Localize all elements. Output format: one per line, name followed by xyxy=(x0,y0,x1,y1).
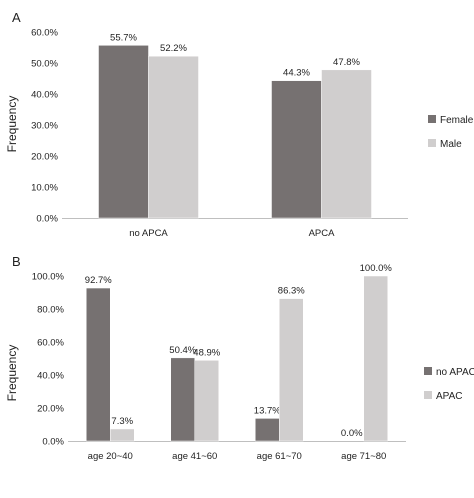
y-tick-label-b: 0.0% xyxy=(42,437,64,448)
bar-b xyxy=(110,428,135,442)
y-tick-label-b: 100.0% xyxy=(32,272,65,283)
legend-label-b: no APAC xyxy=(436,367,474,378)
bar-a xyxy=(98,45,149,219)
y-tick-label-a: 40.0% xyxy=(31,90,58,101)
y-tick-label-a: 20.0% xyxy=(31,152,58,163)
bar-b xyxy=(170,357,195,442)
data-label-b: 86.3% xyxy=(278,286,305,297)
bar-a xyxy=(148,55,199,219)
y-tick-label-b: 40.0% xyxy=(37,371,64,382)
panel-label-b: B xyxy=(12,254,21,269)
legend-label-a: Female xyxy=(440,115,474,126)
data-label-b: 48.9% xyxy=(193,347,220,358)
legend-swatch-b xyxy=(424,367,432,375)
data-label-a: 52.2% xyxy=(160,43,187,54)
legend-swatch-a xyxy=(428,139,436,147)
data-label-b: 50.4% xyxy=(169,345,196,356)
y-tick-label-b: 60.0% xyxy=(37,338,64,349)
chart-panel-a: A Frequency 0.0% 10.0% 20.0% 30.0% 40.0% 50.0… xyxy=(5,10,474,239)
y-tick-label-b: 20.0% xyxy=(37,404,64,415)
y-tick-label-a: 0.0% xyxy=(36,214,58,225)
x-tick-label-a: no APCA xyxy=(129,228,168,239)
data-label-a: 47.8% xyxy=(333,57,360,68)
data-label-a: 44.3% xyxy=(283,68,310,79)
y-tick-label-a: 30.0% xyxy=(31,121,58,132)
panel-label-a: A xyxy=(12,10,21,25)
data-label-b: 92.7% xyxy=(85,275,112,286)
x-tick-label-b: age 20~40 xyxy=(88,451,133,462)
chart-panel-b: B Frequency 0.0% 20.0% 40.0% 60.0% 80.0% 100.… xyxy=(5,254,474,462)
x-tick-label-a: APCA xyxy=(309,228,336,239)
bar-b xyxy=(194,360,219,442)
bar-b xyxy=(363,275,388,442)
bar-b xyxy=(86,287,111,442)
bar-a xyxy=(321,69,372,219)
legend-swatch-a xyxy=(428,115,436,123)
data-label-b: 100.0% xyxy=(360,263,393,274)
data-label-a: 55.7% xyxy=(110,32,137,43)
legend-swatch-b xyxy=(424,391,432,399)
legend-label-a: Male xyxy=(440,139,462,150)
legend-label-b: APAC xyxy=(436,391,463,402)
bar-b xyxy=(255,418,280,442)
data-label-b: 0.0% xyxy=(341,428,363,439)
y-tick-label-a: 60.0% xyxy=(31,28,58,39)
y-axis-label-b: Frequency xyxy=(5,345,19,402)
bar-a xyxy=(271,80,322,219)
y-tick-label-b: 80.0% xyxy=(37,305,64,316)
data-label-b: 13.7% xyxy=(254,405,281,416)
bar-b xyxy=(279,298,304,442)
y-tick-label-a: 50.0% xyxy=(31,59,58,70)
x-tick-label-b: age 61~70 xyxy=(257,451,302,462)
x-tick-label-b: age 41~60 xyxy=(172,451,217,462)
data-label-b: 7.3% xyxy=(111,416,133,427)
y-tick-label-a: 10.0% xyxy=(31,183,58,194)
x-tick-label-b: age 71~80 xyxy=(341,451,386,462)
y-axis-label-a: Frequency xyxy=(5,96,19,153)
